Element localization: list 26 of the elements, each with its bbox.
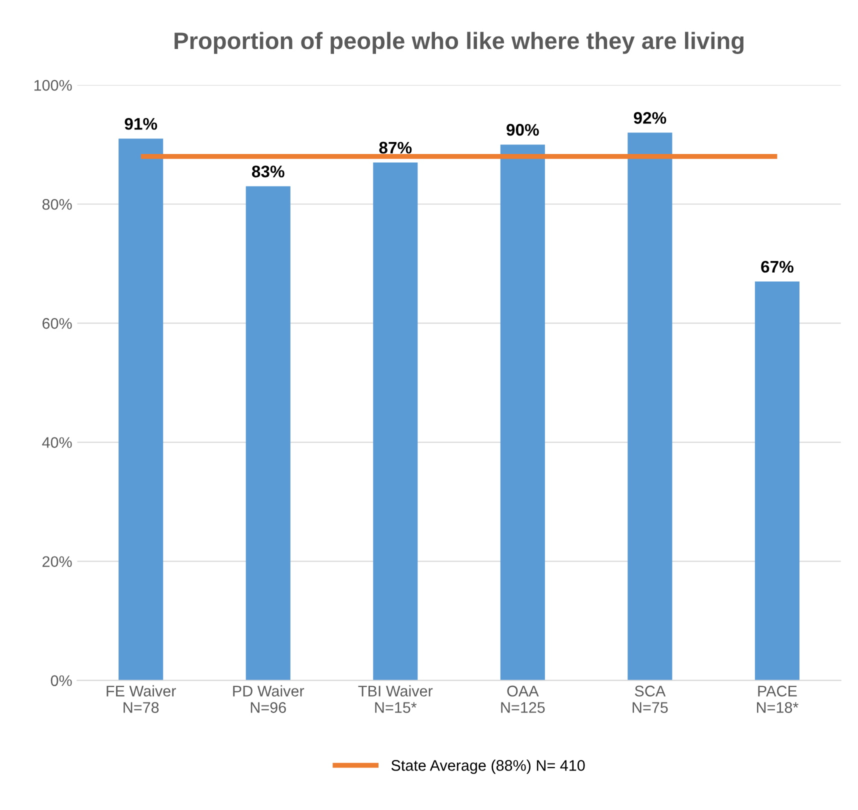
chart-title: Proportion of people who like where they are living bbox=[174, 32, 744, 54]
data-label: 83% bbox=[252, 166, 284, 178]
x-tick-label: FE Waiver N=78 bbox=[106, 685, 176, 713]
bar bbox=[500, 144, 545, 680]
data-label: 91% bbox=[124, 118, 158, 130]
bar bbox=[373, 162, 418, 680]
legend-label: State Average (88%) N= 410 bbox=[391, 760, 585, 774]
data-label: 92% bbox=[634, 112, 666, 124]
data-label: 87% bbox=[379, 142, 412, 154]
y-tick-label: 40% bbox=[42, 437, 72, 448]
y-tick-label: 0% bbox=[50, 675, 72, 686]
y-tick-label: 80% bbox=[42, 198, 72, 210]
x-tick-label: TBI Waiver N=15* bbox=[358, 685, 433, 713]
bar bbox=[754, 282, 800, 680]
y-tick-label: 20% bbox=[42, 556, 72, 568]
x-tick-label: PD Waiver N=96 bbox=[233, 685, 304, 713]
x-tick-label: OAA N=125 bbox=[501, 686, 545, 713]
y-tick-label: 100% bbox=[34, 80, 72, 91]
data-label: 67% bbox=[761, 260, 794, 273]
bar bbox=[628, 132, 672, 680]
bar bbox=[118, 138, 164, 680]
bar bbox=[246, 186, 290, 680]
data-label: 90% bbox=[506, 124, 539, 136]
x-tick-label: SCA N=75 bbox=[632, 686, 668, 713]
x-tick-label: PACE N=18* bbox=[757, 686, 798, 713]
y-tick-label: 60% bbox=[42, 318, 72, 329]
